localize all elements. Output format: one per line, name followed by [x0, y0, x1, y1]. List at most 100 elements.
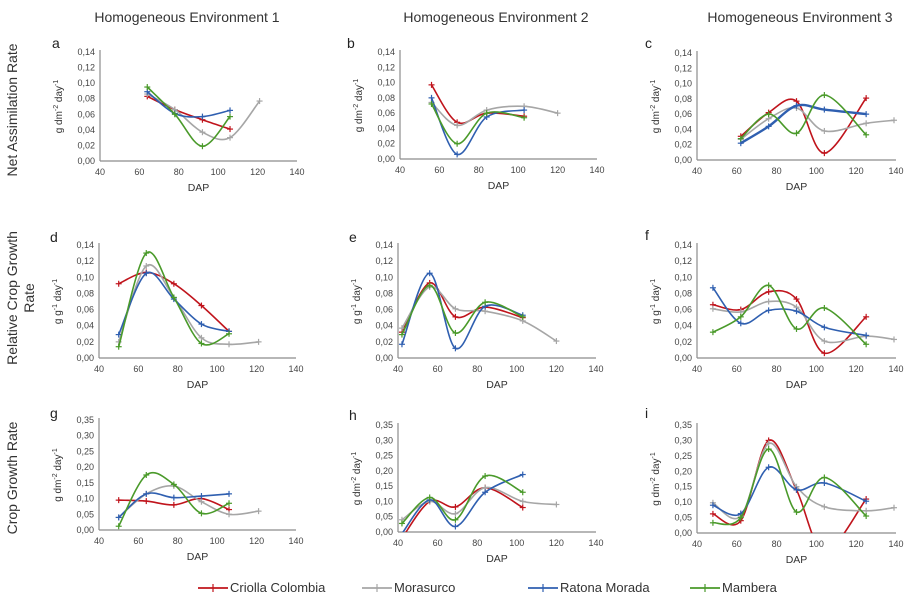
y-tick-label: 0,02	[377, 139, 395, 149]
series-morasurco	[115, 262, 262, 348]
data-point	[144, 84, 151, 91]
y-tick-label: 0,10	[674, 272, 692, 282]
x-tick-label: 60	[732, 364, 742, 374]
panel-i: i 0,00 0,05 0,10 0,15 0,20 0,25 0,30 0,35 40 60 80 1…	[645, 405, 904, 566]
y-tick-label: 0,30	[76, 431, 94, 441]
data-point	[143, 498, 150, 505]
data-point	[226, 490, 233, 497]
data-point	[821, 350, 828, 357]
data-point	[115, 280, 122, 287]
x-tick-label: 140	[288, 536, 303, 546]
data-point	[553, 501, 560, 508]
x-tick-label: 60	[133, 536, 143, 546]
panel-g: g 0,00 0,05 0,10 0,15 0,20 0,25 0,30 0,35 40 60 80 1…	[50, 405, 304, 563]
row-title-1-line-1: Net Assimilation Rate	[4, 43, 20, 176]
y-axis-label: g dm-2 day-1	[53, 80, 65, 134]
data-point	[143, 472, 150, 478]
y-tick-label: 0,10	[76, 494, 94, 504]
y-axis-label: g g-1 day-1	[650, 279, 662, 324]
series-ratona-morada	[709, 284, 870, 339]
y-tick-label: 0,12	[76, 256, 94, 266]
y-tick-label: 0,06	[375, 305, 393, 315]
panel-letter: a	[52, 35, 60, 51]
x-tick-label: 120	[849, 539, 864, 549]
data-point	[519, 313, 526, 320]
legend-label: Ratona Morada	[560, 580, 650, 595]
x-tick-label: 60	[433, 538, 443, 548]
y-axis-label: g g-1 day-1	[351, 279, 363, 324]
y-tick-label: 0,10	[674, 79, 692, 89]
series-line	[712, 448, 867, 526]
data-point	[793, 296, 800, 303]
data-point	[170, 501, 177, 508]
data-point	[863, 111, 870, 118]
data-point	[198, 510, 205, 517]
x-tick-label: 80	[173, 364, 183, 374]
data-point	[863, 95, 870, 102]
data-point	[483, 110, 490, 117]
x-tick-label: 80	[772, 166, 782, 176]
data-point	[255, 338, 262, 345]
data-point	[709, 519, 716, 526]
y-tick-label: 0,06	[674, 305, 692, 315]
x-tick-label: 100	[809, 166, 824, 176]
data-point	[452, 510, 459, 517]
x-axis-label: DAP	[486, 553, 508, 565]
data-point	[521, 107, 528, 114]
legend-label: Morasurco	[394, 580, 455, 595]
column-title-2: Homogeneous Environment 2	[403, 9, 588, 25]
x-tick-label: 60	[134, 167, 144, 177]
x-tick-label: 80	[772, 539, 782, 549]
series-mambera	[709, 282, 870, 348]
y-tick-label: 0,05	[375, 512, 393, 522]
data-point	[482, 473, 489, 480]
column-title-1: Homogeneous Environment 1	[94, 9, 279, 25]
data-point	[793, 308, 800, 315]
data-point	[793, 130, 800, 137]
data-point	[398, 520, 405, 527]
data-point	[482, 299, 489, 306]
row-title-2-line-2: Rate	[21, 283, 37, 313]
data-point	[454, 140, 461, 147]
data-point	[863, 341, 870, 348]
data-point	[709, 284, 716, 291]
x-tick-label: 80	[173, 536, 183, 546]
x-tick-label: 140	[888, 364, 903, 374]
y-tick-label: 0,08	[375, 288, 393, 298]
data-point	[737, 135, 744, 142]
data-point	[765, 464, 772, 471]
data-point	[227, 107, 234, 114]
y-tick-label: 0,08	[76, 288, 94, 298]
x-tick-label: 100	[809, 539, 824, 549]
data-point	[793, 509, 800, 516]
legend-item-morasurco: Morasurco	[362, 580, 455, 595]
x-tick-label: 120	[250, 167, 265, 177]
data-point	[863, 332, 870, 339]
x-tick-label: 120	[849, 166, 864, 176]
y-tick-label: 0,30	[375, 435, 393, 445]
data-point	[553, 338, 560, 345]
x-tick-label: 40	[94, 364, 104, 374]
series-ratona-morada	[115, 270, 233, 338]
series-line	[146, 91, 231, 118]
data-point	[709, 510, 716, 517]
data-point	[255, 508, 262, 515]
y-tick-label: 0,15	[375, 481, 393, 491]
y-tick-label: 0,00	[375, 353, 393, 363]
y-tick-label: 0,10	[674, 497, 692, 507]
data-point	[428, 94, 435, 101]
x-tick-label: 40	[692, 539, 702, 549]
series-line	[117, 263, 259, 346]
data-point	[227, 113, 234, 120]
panel-c: c 0,00 0,02 0,04 0,06 0,08 0,10 0,12 0,14 40 60 80 1…	[645, 35, 904, 193]
x-tick-label: 40	[393, 364, 403, 374]
data-point	[199, 143, 206, 150]
x-axis-label: DAP	[187, 379, 209, 391]
x-tick-label: 80	[472, 538, 482, 548]
series-line	[712, 287, 867, 337]
data-point	[519, 504, 526, 511]
data-point	[198, 493, 205, 500]
x-tick-label: 140	[588, 364, 603, 374]
x-tick-label: 100	[509, 364, 524, 374]
y-tick-label: 0,00	[377, 154, 395, 164]
